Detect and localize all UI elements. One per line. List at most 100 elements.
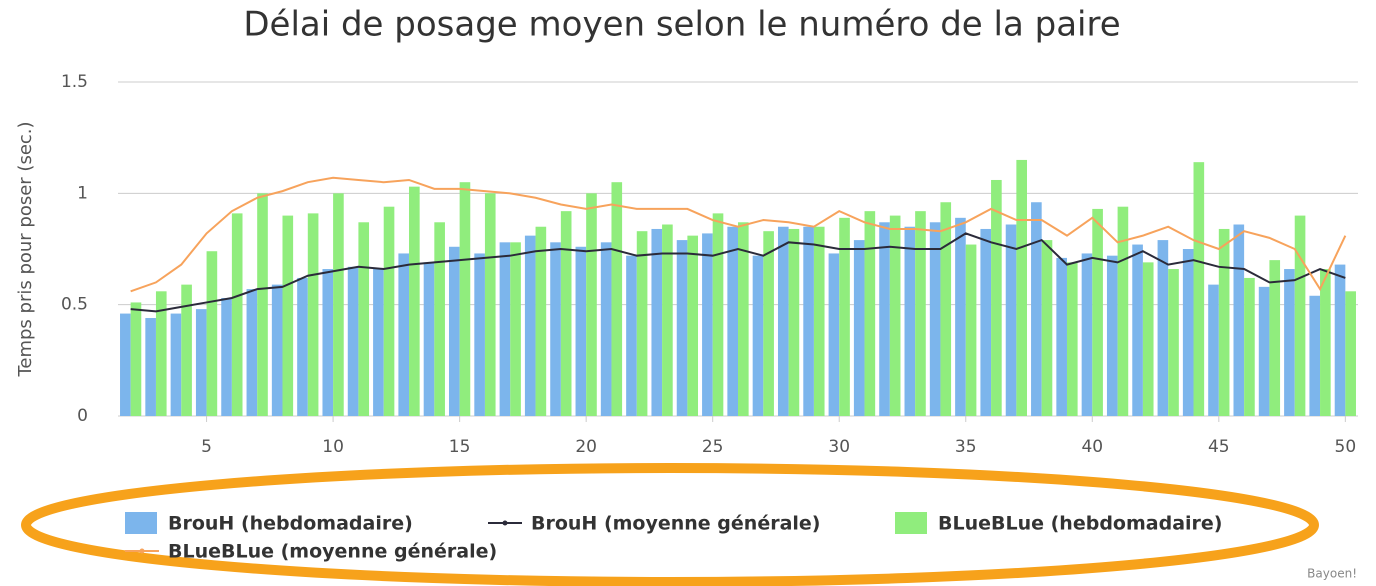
x-tick-label: 35: [955, 437, 977, 457]
bar: [560, 211, 572, 416]
bar: [702, 233, 713, 416]
credit: Bayoen!: [1307, 567, 1357, 581]
bar: [510, 242, 521, 416]
bar: [322, 269, 334, 416]
bar: [738, 222, 749, 416]
line: [130, 232, 1346, 313]
bar: [409, 186, 420, 416]
bar: [307, 213, 319, 416]
bar: [459, 182, 471, 416]
y-axis-label: Temps pris pour poser (sec.): [15, 121, 36, 377]
legend-swatch: [895, 512, 927, 534]
bar: [777, 226, 789, 416]
bar: [600, 242, 612, 416]
legend-label: BrouH (moyenne générale): [531, 513, 820, 535]
bar: [535, 226, 547, 416]
x-tick-label: 20: [575, 437, 597, 457]
y-tick-label: 1: [77, 183, 88, 203]
bar: [1284, 269, 1295, 416]
bar: [1106, 255, 1118, 416]
bar: [651, 228, 663, 416]
bar: [879, 222, 890, 416]
bar: [524, 235, 536, 416]
legend-label: BrouH (hebdomadaire): [168, 513, 413, 535]
bar: [1294, 215, 1306, 416]
x-tick-label: 15: [449, 437, 471, 457]
bar: [206, 251, 218, 416]
bar: [1320, 269, 1331, 416]
bar: [120, 313, 131, 416]
bar: [499, 242, 511, 416]
bar: [297, 277, 308, 416]
bar: [1269, 260, 1281, 416]
bar: [991, 179, 1002, 416]
bar: [398, 253, 410, 416]
bar: [813, 226, 825, 416]
bar: [904, 226, 916, 416]
y-tick-label: 0.5: [61, 295, 88, 315]
bar: [1244, 277, 1255, 416]
bar: [828, 253, 840, 416]
bar: [611, 182, 623, 416]
bar: [1345, 291, 1356, 416]
bar: [155, 291, 167, 416]
legend-swatch: [125, 512, 157, 534]
bar: [474, 253, 485, 416]
bar: [915, 211, 926, 416]
y-tick-label: 1.5: [61, 72, 88, 92]
bar: [929, 222, 941, 416]
bar: [839, 217, 850, 416]
bar: [257, 193, 268, 416]
bar: [347, 266, 359, 416]
bar: [1132, 244, 1143, 416]
bar: [221, 297, 232, 416]
bar: [423, 262, 435, 416]
legend-label: BLueBLue (hebdomadaire): [938, 513, 1222, 535]
bar: [1168, 269, 1179, 416]
bar: [373, 269, 384, 416]
bar: [1193, 162, 1205, 416]
bar: [130, 302, 142, 416]
bar: [853, 240, 865, 416]
bar: [1066, 262, 1078, 416]
legend-swatch: [502, 520, 508, 526]
line: [130, 176, 1347, 293]
bar: [662, 224, 673, 416]
bar: [550, 242, 561, 416]
bar: [586, 193, 597, 416]
bar: [1233, 224, 1245, 416]
bar: [1208, 284, 1219, 416]
bar: [246, 289, 258, 416]
bar: [1056, 257, 1067, 416]
chart-title: Délai de posage moyen selon le numéro de…: [243, 5, 1120, 45]
bar: [763, 231, 774, 416]
bar: [626, 255, 637, 416]
bar: [333, 193, 344, 416]
bar: [965, 244, 977, 416]
x-tick-label: 40: [1081, 437, 1103, 457]
x-tick-label: 25: [702, 437, 724, 457]
bar: [181, 284, 192, 416]
bar: [170, 313, 182, 416]
bar: [1016, 159, 1027, 416]
bar: [889, 215, 901, 416]
bar: [803, 226, 814, 416]
bar: [1092, 208, 1103, 416]
x-tick-label: 45: [1208, 437, 1230, 457]
bar: [1258, 286, 1270, 416]
bar: [712, 213, 724, 416]
bar: [955, 217, 966, 416]
bar: [1081, 253, 1093, 416]
bar: [1117, 206, 1129, 416]
bar: [271, 284, 283, 416]
bar: [1182, 249, 1194, 416]
bar: [484, 193, 496, 416]
x-tick-label: 10: [322, 437, 344, 457]
bar: [980, 228, 992, 416]
bar: [434, 222, 445, 416]
bar: [1041, 240, 1053, 416]
bar: [1031, 202, 1042, 416]
y-tick-label: 0: [77, 406, 88, 426]
bar: [383, 206, 395, 416]
bar: [727, 226, 738, 416]
